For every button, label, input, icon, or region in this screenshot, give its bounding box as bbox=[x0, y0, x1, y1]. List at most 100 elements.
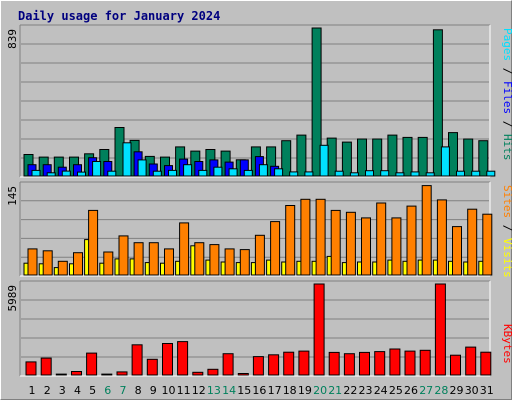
hits-files-pages-bar-hits bbox=[296, 134, 307, 177]
kbytes-bar-kbytes bbox=[419, 349, 431, 376]
hits-files-pages-bar-pages bbox=[213, 166, 223, 177]
hits-files-pages-bar-pages bbox=[334, 170, 344, 177]
hits-files-pages-bar-pages bbox=[425, 172, 435, 177]
hits-files-pages-bar-hits bbox=[357, 138, 367, 177]
hits-files-pages-bar-hits bbox=[402, 136, 413, 177]
kbytes-bar-kbytes bbox=[404, 350, 416, 376]
sites-visits-bar-sites bbox=[315, 198, 326, 276]
sites-visits-bar-sites bbox=[406, 205, 417, 276]
hits-files-pages-bar-pages bbox=[46, 172, 56, 177]
day-label: 16 bbox=[252, 384, 266, 397]
hits-files-pages-bar-pages bbox=[410, 171, 420, 177]
day-label: 28 bbox=[434, 384, 448, 397]
day-label: 7 bbox=[120, 384, 127, 397]
day-label: 14 bbox=[222, 384, 236, 397]
kbytes-bar-kbytes bbox=[146, 358, 158, 376]
hits-files-pages-bar-pages bbox=[137, 159, 147, 177]
day-label: 25 bbox=[389, 384, 403, 397]
day-label: 9 bbox=[150, 384, 157, 397]
kbytes-bar-kbytes bbox=[192, 371, 204, 376]
day-label: 18 bbox=[283, 384, 297, 397]
sites-visits-bar-sites bbox=[88, 209, 99, 276]
kbytes-legend: KBytes bbox=[501, 324, 512, 364]
sites-visits-bar-sites bbox=[73, 252, 83, 276]
hits-files-pages-bar-pages bbox=[61, 170, 71, 177]
kbytes-bar-kbytes bbox=[207, 368, 219, 376]
hits-files-pages-bar-pages bbox=[289, 171, 299, 177]
kbytes-bar-kbytes bbox=[389, 348, 401, 376]
kbytes-bar-kbytes bbox=[131, 344, 143, 376]
day-label: 3 bbox=[59, 384, 66, 397]
kbytes-bar-kbytes bbox=[86, 352, 98, 376]
sites-visits-bar-sites bbox=[345, 211, 356, 276]
day-label: 19 bbox=[298, 384, 312, 397]
kbytes-bar-kbytes bbox=[283, 351, 295, 376]
kbytes-bar-kbytes bbox=[101, 373, 113, 376]
hits-files-pages-bar-hits bbox=[311, 27, 322, 177]
sites-visits-bar-sites bbox=[270, 221, 281, 276]
kbytes-bar-kbytes bbox=[374, 351, 386, 376]
kbytes-bar-kbytes bbox=[116, 371, 128, 376]
kbytes-bar-kbytes bbox=[71, 371, 82, 376]
hits-files-pages-bar-pages bbox=[258, 164, 268, 177]
day-label: 30 bbox=[465, 384, 479, 397]
day-label: 15 bbox=[237, 384, 251, 397]
hits-files-pages-bar-pages bbox=[183, 164, 193, 177]
hits-files-pages-bar-pages bbox=[107, 170, 117, 177]
hits-files-pages-bar-pages bbox=[395, 172, 405, 177]
hits-files-pages-bar-pages bbox=[349, 172, 359, 177]
hits-files-pages-bar-pages bbox=[440, 146, 450, 177]
day-label: 10 bbox=[162, 384, 176, 397]
kbytes-bar-kbytes bbox=[222, 353, 234, 376]
sites-visits-bar-sites bbox=[452, 226, 462, 276]
legend-visits: Visits bbox=[501, 238, 512, 278]
hits-files-pages-bar-pages bbox=[243, 169, 253, 177]
hits-files-pages-bar-pages bbox=[456, 170, 465, 177]
day-label: 12 bbox=[192, 384, 206, 397]
sites-visits-bar-sites bbox=[300, 198, 311, 276]
hits-files-pages-bar-pages bbox=[168, 169, 177, 177]
sites-visits-bar-sites bbox=[179, 222, 190, 276]
kbytes-bar-kbytes bbox=[313, 283, 325, 376]
hits-files-pages-bar-pages bbox=[122, 142, 132, 177]
day-label: 17 bbox=[268, 384, 282, 397]
hits-files-pages-bar-pages bbox=[304, 171, 314, 177]
sites-visits-bar-sites bbox=[467, 208, 478, 276]
day-label: 8 bbox=[135, 384, 142, 397]
kbytes-bar-kbytes bbox=[359, 351, 370, 376]
sites-visits-bar-sites bbox=[239, 249, 250, 276]
day-label: 5 bbox=[89, 384, 96, 397]
hits-files-pages-bar-pages bbox=[365, 170, 374, 177]
legend-hits: Hits bbox=[501, 134, 512, 161]
hits-files-pages-bar-hits bbox=[341, 141, 352, 177]
hits-files-pages-bar-pages bbox=[31, 169, 41, 177]
day-label: 1 bbox=[29, 384, 36, 397]
legend-sites: Sites bbox=[501, 185, 512, 218]
sites-visits-ymax-label: 145 bbox=[6, 186, 19, 206]
hits-files-pages-bar-pages bbox=[152, 170, 162, 177]
sites-visits-bar-sites bbox=[330, 209, 341, 276]
kbytes-bar-kbytes bbox=[450, 354, 461, 376]
day-label: 20 bbox=[313, 384, 327, 397]
day-label: 23 bbox=[359, 384, 373, 397]
hits-files-pages-bar-pages bbox=[319, 144, 329, 177]
sites-visits-bar-sites bbox=[254, 234, 265, 276]
sites-visits-legend: Sites / Visits bbox=[501, 185, 512, 278]
kbytes-ymax-label: 5989 bbox=[6, 285, 19, 312]
sites-visits-bar-sites bbox=[57, 260, 68, 276]
kbytes-bar-kbytes bbox=[328, 351, 340, 376]
kbytes-bar-kbytes bbox=[25, 361, 37, 376]
kbytes-bar-kbytes bbox=[252, 356, 264, 376]
hits-files-pages-bar-pages bbox=[92, 161, 102, 177]
hits-files-pages-bar-pages bbox=[198, 169, 208, 177]
kbytes-bar-kbytes bbox=[177, 341, 189, 376]
hits-files-pages-bar-hits bbox=[387, 134, 398, 177]
day-label: 2 bbox=[44, 384, 51, 397]
day-label: 13 bbox=[207, 384, 221, 397]
kbytes-bar-kbytes bbox=[40, 357, 52, 376]
sites-visits-bar-sites bbox=[436, 199, 447, 276]
day-label: 29 bbox=[450, 384, 464, 397]
sites-visits-bar-sites bbox=[42, 250, 53, 276]
sites-visits-bar-sites bbox=[224, 248, 235, 276]
